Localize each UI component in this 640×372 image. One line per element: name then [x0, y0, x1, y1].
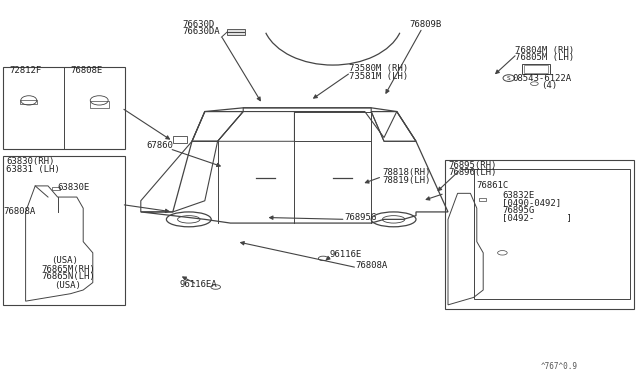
Text: S: S	[507, 76, 511, 81]
Bar	[3, 156, 125, 305]
Text: 76895(RH): 76895(RH)	[448, 161, 497, 170]
Text: 63830(RH): 63830(RH)	[6, 157, 55, 166]
Text: (USA): (USA)	[51, 256, 78, 265]
Bar	[227, 29, 245, 35]
Text: 76630D: 76630D	[182, 20, 214, 29]
Text: 63830E: 63830E	[58, 183, 90, 192]
Text: 76895G: 76895G	[502, 206, 534, 215]
Text: [0492-      ]: [0492- ]	[502, 213, 572, 222]
Text: 76865M(RH): 76865M(RH)	[42, 265, 95, 274]
Text: 72812F: 72812F	[10, 66, 42, 75]
Text: 76804M (RH): 76804M (RH)	[515, 46, 574, 55]
Text: 96116E: 96116E	[330, 250, 362, 259]
Text: 78818(RH): 78818(RH)	[382, 169, 431, 177]
Text: (USA): (USA)	[54, 280, 81, 290]
Bar	[445, 160, 634, 309]
Text: 76865N(LH): 76865N(LH)	[42, 272, 95, 282]
Text: 08543-6122A: 08543-6122A	[512, 74, 571, 83]
Text: 76809B: 76809B	[410, 20, 442, 29]
Text: 96116EA: 96116EA	[179, 280, 217, 289]
Text: 76808E: 76808E	[70, 66, 102, 75]
Text: 76808A: 76808A	[3, 208, 35, 217]
Text: 76896(LH): 76896(LH)	[448, 169, 497, 177]
Bar	[479, 198, 486, 201]
Text: (4): (4)	[541, 81, 557, 90]
Text: 63832E: 63832E	[502, 191, 534, 200]
Text: [0490-0492]: [0490-0492]	[502, 198, 561, 207]
Text: 73581M (LH): 73581M (LH)	[349, 72, 408, 81]
Bar	[90, 101, 109, 108]
Text: 76808A: 76808A	[355, 262, 387, 270]
Text: 67860: 67860	[146, 141, 173, 150]
Text: ^767^0.9: ^767^0.9	[541, 362, 578, 371]
Bar	[20, 100, 37, 104]
Bar	[3, 67, 125, 149]
Text: 63831 (LH): 63831 (LH)	[6, 165, 60, 174]
Text: 76861C: 76861C	[477, 182, 509, 190]
Text: 73580M (RH): 73580M (RH)	[349, 64, 408, 73]
Bar	[173, 137, 187, 143]
Bar	[52, 187, 60, 190]
Text: 76630DA: 76630DA	[182, 27, 220, 36]
Bar	[474, 169, 630, 299]
Text: 76895G: 76895G	[344, 213, 376, 222]
Bar	[522, 64, 550, 74]
Text: 78819(LH): 78819(LH)	[382, 176, 431, 185]
Text: 76805M (LH): 76805M (LH)	[515, 53, 574, 62]
Bar	[524, 65, 548, 73]
